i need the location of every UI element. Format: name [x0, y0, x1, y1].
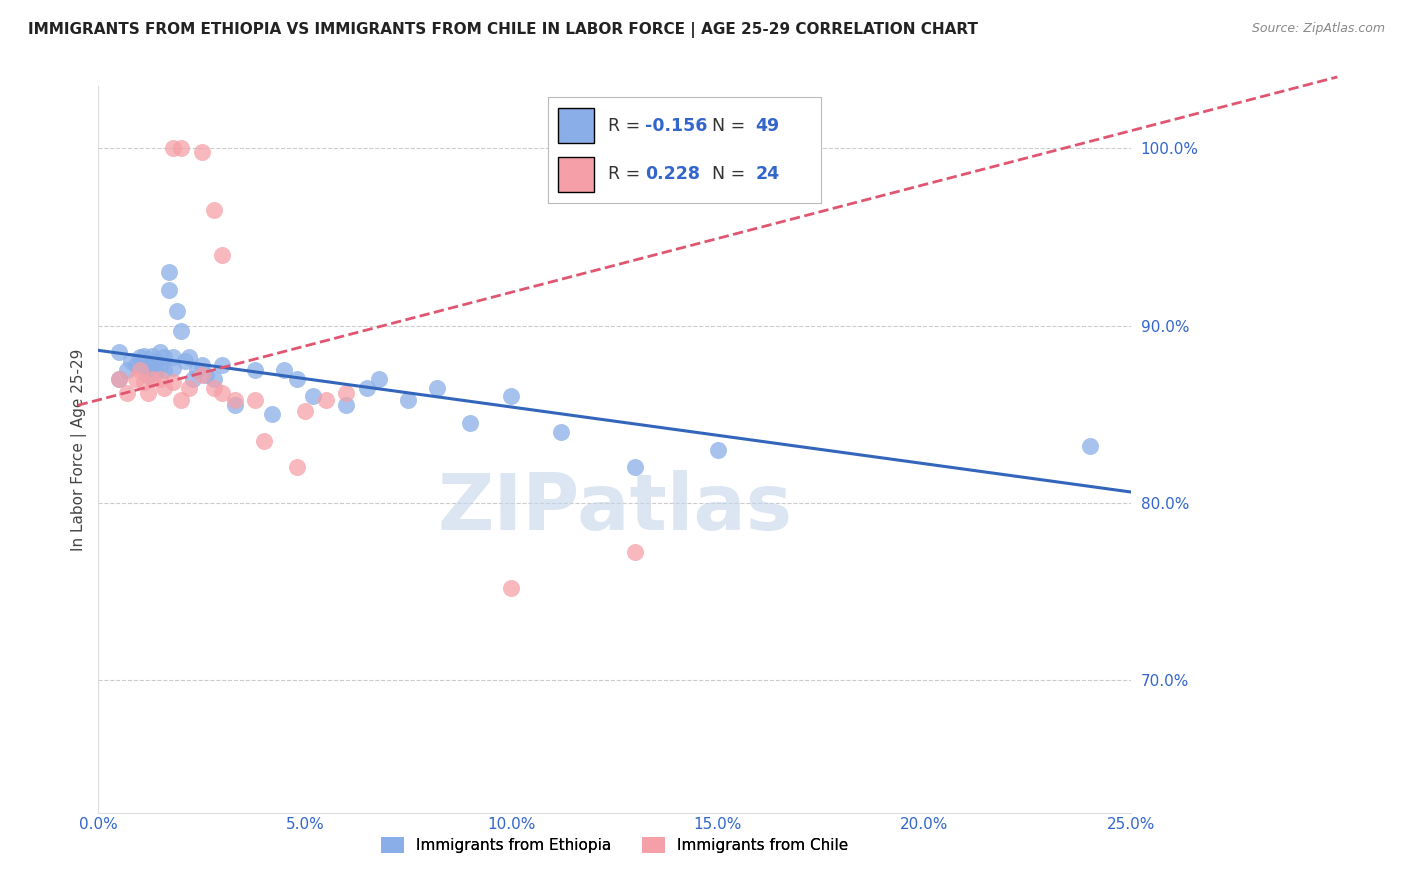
Point: [157, 283, 180, 297]
Point: [707, 442, 730, 457]
Point: [202, 203, 225, 218]
Text: IMMIGRANTS FROM ETHIOPIA VS IMMIGRANTS FROM CHILE IN LABOR FORCE | AGE 25-29 COR: IMMIGRANTS FROM ETHIOPIA VS IMMIGRANTS F…: [28, 22, 979, 38]
Point: [128, 351, 150, 365]
Point: [117, 385, 139, 400]
Text: ZIPatlas: ZIPatlas: [437, 469, 792, 546]
Point: [194, 368, 217, 383]
Point: [124, 358, 146, 372]
Point: [170, 141, 193, 155]
Point: [458, 416, 481, 430]
Point: [136, 368, 159, 383]
Y-axis label: In Labor Force | Age 25-29: In Labor Force | Age 25-29: [72, 348, 87, 550]
Point: [132, 361, 155, 376]
Point: [245, 392, 267, 407]
Point: [128, 363, 150, 377]
Point: [294, 403, 316, 417]
Point: [124, 372, 146, 386]
Point: [211, 385, 233, 400]
Point: [252, 434, 274, 448]
Point: [190, 368, 212, 383]
Point: [179, 351, 201, 365]
Point: [335, 385, 357, 400]
Point: [550, 425, 572, 439]
Point: [273, 363, 295, 377]
Point: [108, 345, 131, 359]
Point: [153, 363, 176, 377]
Point: [1078, 439, 1101, 453]
Point: [186, 363, 208, 377]
Point: [174, 354, 197, 368]
Point: [108, 372, 131, 386]
Point: [302, 389, 325, 403]
Point: [162, 375, 184, 389]
Point: [132, 375, 155, 389]
Point: [141, 372, 163, 386]
Point: [136, 385, 159, 400]
Point: [335, 398, 357, 412]
Text: Source: ZipAtlas.com: Source: ZipAtlas.com: [1251, 22, 1385, 36]
Point: [260, 407, 283, 421]
Point: [162, 361, 184, 376]
Point: [170, 392, 193, 407]
Point: [190, 358, 212, 372]
Point: [211, 358, 233, 372]
Point: [624, 545, 647, 559]
Point: [183, 372, 205, 386]
Point: [117, 363, 139, 377]
Point: [245, 363, 267, 377]
Point: [141, 361, 163, 376]
Point: [149, 345, 172, 359]
Point: [501, 581, 523, 595]
Point: [132, 349, 155, 363]
Point: [396, 392, 419, 407]
Point: [166, 304, 188, 318]
Point: [624, 460, 647, 475]
Point: [145, 354, 167, 368]
Point: [356, 380, 378, 394]
Point: [157, 265, 180, 279]
Point: [202, 372, 225, 386]
Legend: Immigrants from Ethiopia, Immigrants from Chile: Immigrants from Ethiopia, Immigrants fro…: [375, 831, 855, 859]
Point: [120, 354, 142, 368]
Point: [211, 248, 233, 262]
Point: [145, 365, 167, 379]
Point: [426, 380, 449, 394]
Point: [285, 460, 308, 475]
Point: [368, 372, 391, 386]
Point: [202, 380, 225, 394]
Point: [285, 372, 308, 386]
Point: [170, 324, 193, 338]
Point: [108, 372, 131, 386]
Point: [501, 389, 523, 403]
Point: [190, 145, 212, 159]
Point: [162, 351, 184, 365]
Point: [141, 349, 163, 363]
Point: [224, 398, 246, 412]
Point: [179, 380, 201, 394]
Point: [315, 392, 337, 407]
Point: [149, 358, 172, 372]
Point: [153, 380, 176, 394]
Point: [149, 372, 172, 386]
Point: [162, 141, 184, 155]
Point: [136, 356, 159, 370]
Point: [224, 392, 246, 407]
Point: [153, 351, 176, 365]
